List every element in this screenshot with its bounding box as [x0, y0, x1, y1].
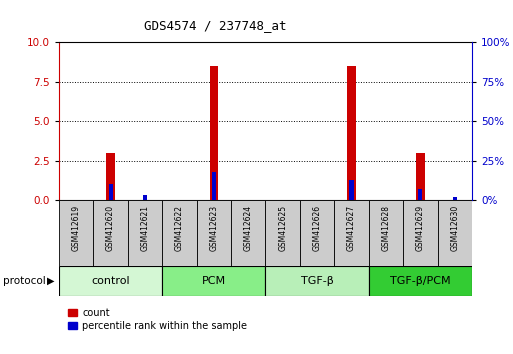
- Text: GSM412630: GSM412630: [450, 205, 459, 251]
- Bar: [349, 179, 353, 200]
- Bar: [418, 189, 422, 200]
- Bar: [196, 200, 231, 266]
- Bar: [162, 266, 265, 296]
- Text: GSM412622: GSM412622: [175, 205, 184, 251]
- Bar: [212, 172, 216, 200]
- Text: GSM412619: GSM412619: [72, 205, 81, 251]
- Bar: [369, 266, 472, 296]
- Text: GSM412621: GSM412621: [141, 205, 149, 251]
- Bar: [231, 200, 266, 266]
- Text: protocol: protocol: [3, 275, 45, 286]
- Bar: [106, 153, 115, 200]
- Text: TGF-β/PCM: TGF-β/PCM: [390, 275, 450, 286]
- Text: GSM412627: GSM412627: [347, 205, 356, 251]
- Text: GSM412626: GSM412626: [312, 205, 322, 251]
- Bar: [93, 200, 128, 266]
- Text: GDS4574 / 237748_at: GDS4574 / 237748_at: [144, 19, 287, 33]
- Text: control: control: [91, 275, 130, 286]
- Bar: [403, 200, 438, 266]
- Bar: [128, 200, 162, 266]
- Text: GSM412628: GSM412628: [382, 205, 390, 251]
- Bar: [162, 200, 196, 266]
- Legend: count, percentile rank within the sample: count, percentile rank within the sample: [64, 304, 251, 335]
- Text: GSM412629: GSM412629: [416, 205, 425, 251]
- Bar: [143, 195, 147, 200]
- Bar: [369, 200, 403, 266]
- Bar: [109, 184, 113, 200]
- Bar: [59, 266, 162, 296]
- Text: GSM412623: GSM412623: [209, 205, 219, 251]
- Bar: [452, 197, 457, 200]
- Bar: [59, 200, 93, 266]
- Bar: [265, 200, 300, 266]
- Text: GSM412625: GSM412625: [278, 205, 287, 251]
- Text: PCM: PCM: [202, 275, 226, 286]
- Bar: [334, 200, 369, 266]
- Text: GSM412624: GSM412624: [244, 205, 253, 251]
- Text: GSM412620: GSM412620: [106, 205, 115, 251]
- Bar: [438, 200, 472, 266]
- Bar: [209, 66, 218, 200]
- Text: ▶: ▶: [47, 275, 54, 286]
- Bar: [347, 66, 356, 200]
- Bar: [416, 153, 425, 200]
- Bar: [265, 266, 369, 296]
- Text: TGF-β: TGF-β: [301, 275, 333, 286]
- Bar: [300, 200, 334, 266]
